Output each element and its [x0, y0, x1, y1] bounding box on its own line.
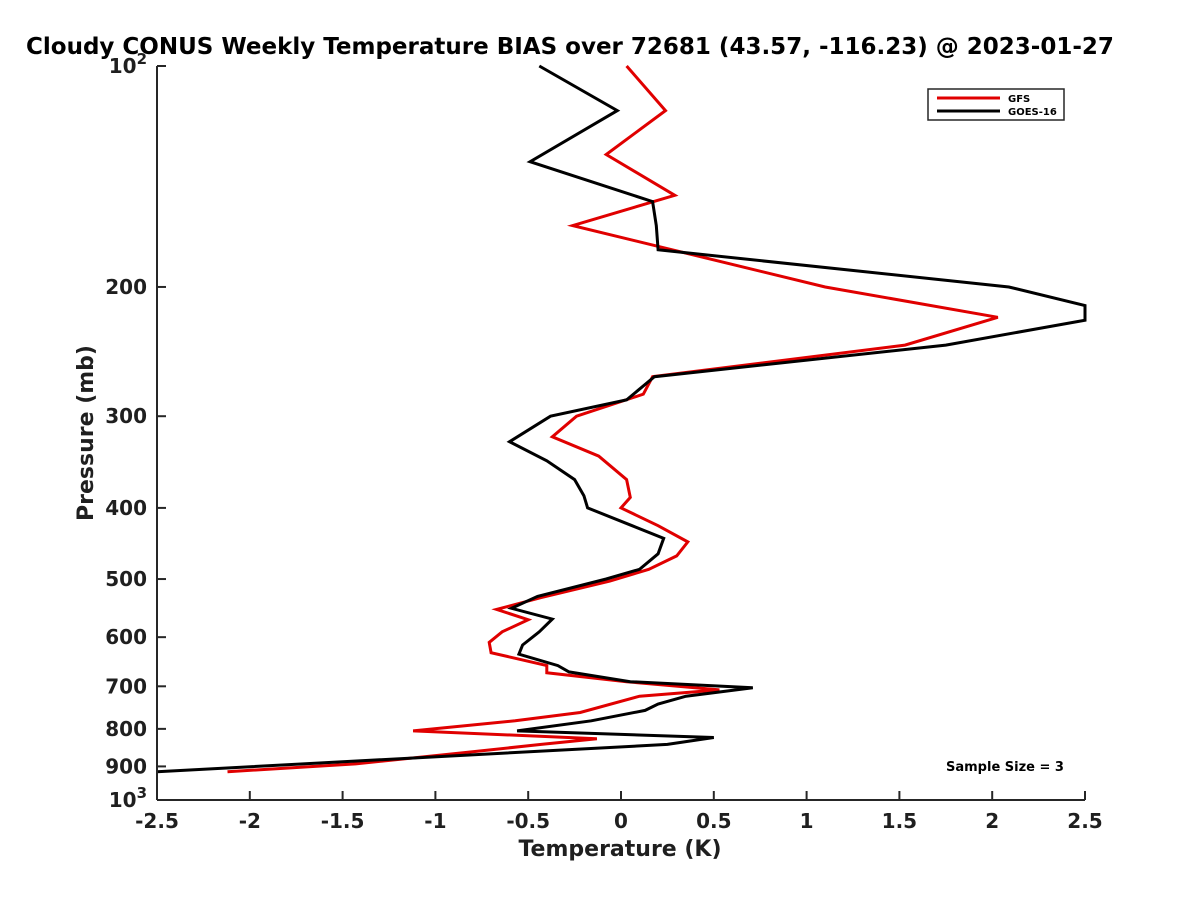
y-tick-label: 103 — [109, 784, 147, 812]
legend-label-gfs: GFS — [1008, 94, 1030, 105]
x-tick-label: -0.5 — [506, 809, 550, 833]
x-axis-label: Temperature (K) — [518, 837, 721, 862]
chart-title: Cloudy CONUS Weekly Temperature BIAS ove… — [26, 34, 1114, 60]
y-axis-label: Pressure (mb) — [74, 345, 99, 521]
x-tick-label: -1 — [424, 809, 446, 833]
y-tick-label: 500 — [105, 567, 147, 591]
x-tick-label: 1 — [800, 809, 814, 833]
y-tick-label: 200 — [105, 275, 147, 299]
y-tick-label: 600 — [105, 625, 147, 649]
x-tick-label: 1.5 — [882, 809, 917, 833]
series-line-goes-16 — [156, 64, 1087, 774]
y-tick-label: 400 — [105, 496, 147, 520]
y-tick-label: 102 — [109, 50, 147, 78]
x-tick-label: 0 — [614, 809, 628, 833]
y-tick-label: 900 — [105, 754, 147, 778]
series-layer — [156, 64, 1087, 774]
y-tick-label: 800 — [105, 717, 147, 741]
legend-box — [927, 88, 1065, 121]
x-tick-label: -2.5 — [135, 809, 179, 833]
x-tick-label: 0.5 — [696, 809, 731, 833]
x-tick-label: 2 — [985, 809, 999, 833]
x-tick-label: -1.5 — [321, 809, 365, 833]
y-tick-label: 700 — [105, 674, 147, 698]
legend-label-goes-16: GOES-16 — [1008, 107, 1057, 118]
series-line-gfs — [227, 65, 999, 774]
sample-size-annotation: Sample Size = 3 — [946, 760, 1064, 775]
x-tick-label: -2 — [239, 809, 261, 833]
axes-layer: -2.5 -2 -1.5 -1 -0.5 0 0.5 1 1.5 2 2.5 102 200 300 400… — [105, 50, 1102, 833]
x-tick-label: 2.5 — [1067, 809, 1102, 833]
y-tick-label: 300 — [105, 404, 147, 428]
legend: GFS GOES-16 — [927, 88, 1065, 121]
